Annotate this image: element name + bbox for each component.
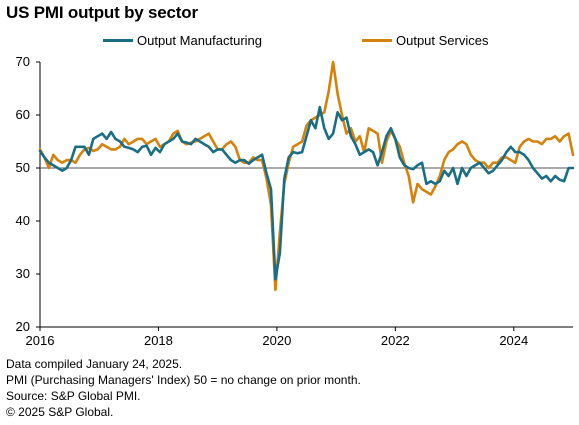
legend-label-services: Output Services xyxy=(396,33,489,48)
y-tick-label: 50 xyxy=(16,160,30,175)
y-tick-label: 70 xyxy=(16,54,30,69)
footer-note-source: Source: S&P Global PMI. xyxy=(6,389,141,403)
series-line-services xyxy=(38,60,575,292)
footer-note-pmi: PMI (Purchasing Managers' Index) 50 = no… xyxy=(6,373,361,387)
x-tick-label: 2022 xyxy=(381,333,410,348)
footer-note-date: Data compiled January 24, 2025. xyxy=(6,357,183,371)
legend-label-manufacturing: Output Manufacturing xyxy=(137,33,263,48)
footer-note-copyright: © 2025 S&P Global. xyxy=(6,405,114,419)
legend-swatch-services xyxy=(362,39,392,42)
legend: Output Manufacturing Output Services xyxy=(0,33,579,51)
legend-item-manufacturing: Output Manufacturing xyxy=(103,33,262,48)
y-tick-label: 40 xyxy=(16,213,30,228)
legend-swatch-manufacturing xyxy=(103,39,133,42)
footer-notes: Data compiled January 24, 2025. PMI (Pur… xyxy=(6,356,361,420)
series-line-manufacturing xyxy=(38,105,575,281)
chart-title: US PMI output by sector xyxy=(6,3,198,22)
x-tick-label: 2018 xyxy=(144,333,173,348)
y-tick-label: 30 xyxy=(16,266,30,281)
x-tick-label: 2016 xyxy=(26,333,55,348)
x-tick-label: 2020 xyxy=(262,333,291,348)
x-tick-label: 2024 xyxy=(499,333,528,348)
legend-item-services: Output Services xyxy=(362,33,489,48)
y-tick-label: 60 xyxy=(16,107,30,122)
y-tick-label: 20 xyxy=(16,319,30,334)
